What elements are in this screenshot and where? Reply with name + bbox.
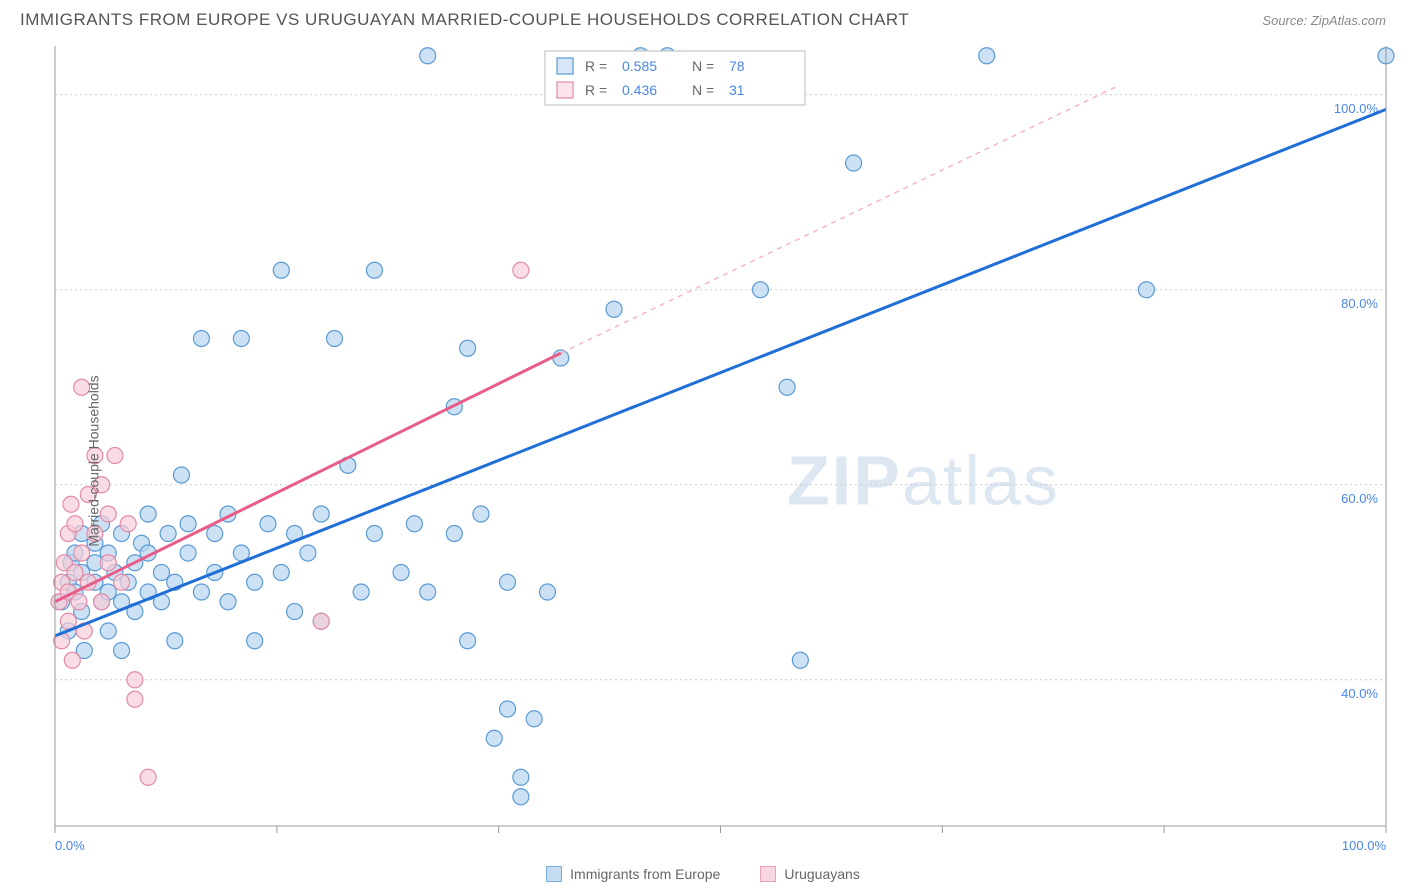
svg-text:R =: R =: [585, 82, 607, 98]
svg-text:ZIPatlas: ZIPatlas: [787, 441, 1060, 519]
legend-label: Uruguayans: [784, 866, 860, 882]
svg-text:N =: N =: [692, 58, 714, 74]
svg-text:31: 31: [729, 82, 745, 98]
chart-title: IMMIGRANTS FROM EUROPE VS URUGUAYAN MARR…: [20, 10, 909, 30]
source-label: Source:: [1262, 13, 1307, 28]
svg-text:N =: N =: [692, 82, 714, 98]
scatter-chart: ZIPatlas40.0%60.0%80.0%100.0%0.0%100.0%R…: [0, 36, 1406, 886]
svg-text:0.436: 0.436: [622, 82, 657, 98]
legend-item-europe: Immigrants from Europe: [546, 866, 720, 882]
source-link[interactable]: ZipAtlas.com: [1311, 13, 1386, 28]
svg-text:R =: R =: [585, 58, 607, 74]
svg-text:78: 78: [729, 58, 745, 74]
legend-item-uruguayans: Uruguayans: [760, 866, 860, 882]
y-axis-label: Married-couple Households: [86, 375, 102, 546]
svg-text:40.0%: 40.0%: [1341, 686, 1378, 701]
source-attribution: Source: ZipAtlas.com: [1262, 13, 1386, 28]
svg-text:0.585: 0.585: [622, 58, 657, 74]
chart-area: Married-couple Households ZIPatlas 40.0% 6…: [0, 36, 1406, 886]
title-bar: IMMIGRANTS FROM EUROPE VS URUGUAYAN MARR…: [0, 0, 1406, 36]
legend-swatch-pink: [760, 866, 776, 882]
svg-text:80.0%: 80.0%: [1341, 296, 1378, 311]
legend-label: Immigrants from Europe: [570, 866, 720, 882]
svg-text:0.0%: 0.0%: [55, 838, 85, 853]
svg-text:60.0%: 60.0%: [1341, 491, 1378, 506]
bottom-legend: Immigrants from Europe Uruguayans: [0, 866, 1406, 882]
svg-text:100.0%: 100.0%: [1342, 838, 1387, 853]
legend-swatch-blue: [546, 866, 562, 882]
